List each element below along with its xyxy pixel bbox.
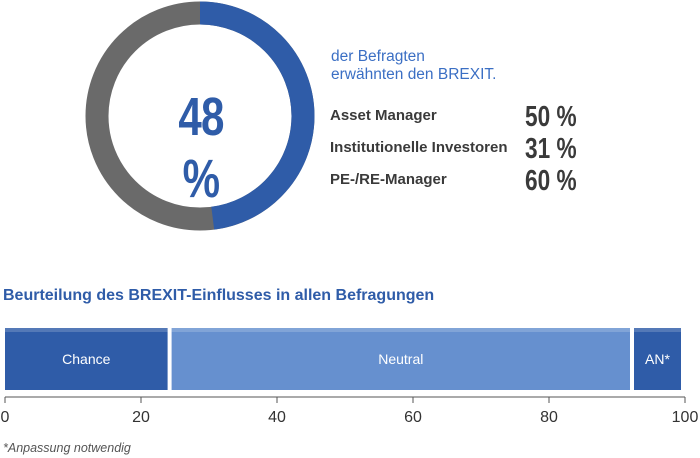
bar-rect-an	[634, 328, 681, 390]
x-tick-label: 20	[132, 409, 150, 426]
bar-label-neutral: Neutral	[378, 351, 423, 367]
x-tick-label: 80	[540, 409, 558, 426]
caption-line-2: erwähnten den BREXIT.	[331, 66, 497, 83]
bar-rect-neutral	[171, 328, 630, 390]
bar-segment-neutral: Neutral	[171, 328, 630, 390]
bar-rect-chance	[5, 328, 168, 390]
bar-highlight	[171, 328, 630, 332]
bar-highlight	[5, 328, 168, 332]
donut-brexit-arc	[85, 1, 315, 231]
footnote: *Anpassung notwendig	[3, 441, 131, 455]
stat-value: 31 %	[525, 133, 577, 165]
x-tick-label: 60	[404, 409, 422, 426]
x-tick-label: 40	[268, 409, 286, 426]
stat-label: PE-/RE-Manager	[330, 171, 447, 188]
stat-value: 50 %	[525, 101, 577, 133]
bar-segment-an: AN*	[634, 328, 681, 390]
bar-highlight	[634, 328, 681, 332]
caption-line-1: der Befragten	[331, 48, 425, 65]
headline-caption: der Befragten erwähnten den BREXIT.	[331, 48, 496, 84]
stat-label: Asset Manager	[330, 107, 437, 124]
headline-percent: 48 %	[178, 87, 224, 209]
stat-label: Institutionelle Investoren	[330, 139, 508, 156]
stacked-bar-chart: Chance Neutral AN* 0 20 40 60 80 100	[1, 328, 699, 426]
bar-label-an: AN*	[645, 351, 670, 367]
x-tick-label: 0	[1, 409, 10, 426]
donut-chart	[85, 1, 315, 231]
bar-segment-chance: Chance	[5, 328, 168, 390]
bar-label-chance: Chance	[62, 351, 110, 367]
section-title: Beurteilung des BREXIT-Einflusses in all…	[3, 287, 435, 304]
x-tick-label: 100	[672, 409, 699, 426]
stat-value: 60 %	[525, 165, 577, 197]
